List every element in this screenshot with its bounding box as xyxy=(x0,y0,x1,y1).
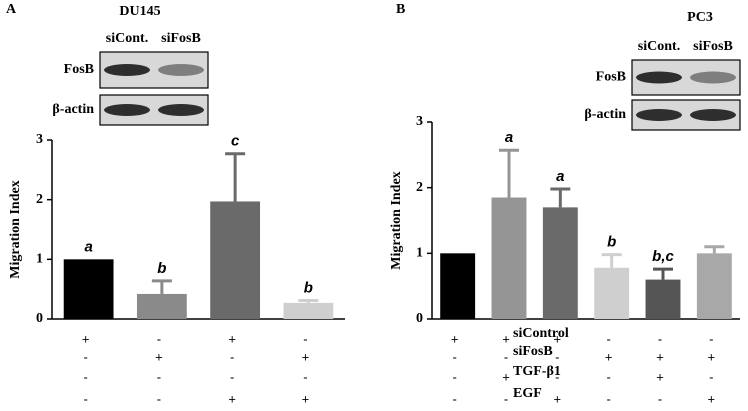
treatment-sign: - xyxy=(709,369,713,384)
blot-band xyxy=(104,64,150,76)
treatment-sign: - xyxy=(230,349,234,364)
treatment-sign: + xyxy=(228,391,236,406)
panel-label: A xyxy=(6,2,17,17)
bar xyxy=(696,253,732,319)
bar xyxy=(136,293,187,319)
y-tick-label: 0 xyxy=(36,311,43,326)
treatment-sign: - xyxy=(555,349,559,364)
significance-label: a xyxy=(505,129,513,146)
treatment-sign: + xyxy=(554,331,562,346)
treatment-sign: - xyxy=(83,391,87,406)
panel-label: B xyxy=(396,2,405,17)
chart-title: PC3 xyxy=(687,10,713,25)
treatment-label: TGF-β1 xyxy=(513,364,561,379)
blot-row-label: FosB xyxy=(596,70,626,85)
significance-label: b xyxy=(157,260,166,277)
bar xyxy=(440,253,476,319)
blot-band xyxy=(158,64,204,76)
treatment-sign: - xyxy=(606,391,610,406)
y-tick-label: 1 xyxy=(416,246,423,261)
treatment-sign: - xyxy=(303,369,307,384)
blot-column-label: siFosB xyxy=(693,39,733,54)
treatment-sign: + xyxy=(554,391,562,406)
treatment-sign: - xyxy=(658,331,662,346)
treatment-sign: + xyxy=(708,349,716,364)
bar xyxy=(283,302,334,319)
treatment-sign: - xyxy=(452,349,456,364)
blot-row-label: β-actin xyxy=(52,102,94,117)
treatment-sign: + xyxy=(155,349,163,364)
treatment-sign: - xyxy=(452,369,456,384)
blot-column-label: siCont. xyxy=(638,39,680,54)
treatment-sign: - xyxy=(504,349,508,364)
treatment-sign: - xyxy=(504,391,508,406)
treatment-sign: + xyxy=(708,391,716,406)
treatment-sign: + xyxy=(302,349,310,364)
bar xyxy=(63,259,114,319)
blot-band xyxy=(158,104,204,116)
bar xyxy=(645,279,681,319)
treatment-sign: + xyxy=(605,349,613,364)
treatment-sign: + xyxy=(302,391,310,406)
treatment-sign: - xyxy=(555,369,559,384)
treatment-sign: + xyxy=(228,331,236,346)
y-tick-label: 3 xyxy=(416,114,423,129)
significance-label: a xyxy=(84,238,92,255)
y-axis-label: Migration Index xyxy=(389,171,404,269)
blot-row-label: FosB xyxy=(64,62,94,77)
bar xyxy=(542,207,578,319)
treatment-label: siControl xyxy=(513,326,569,341)
treatment-label: EGF xyxy=(513,386,542,401)
blot-band xyxy=(636,71,682,84)
blot-band xyxy=(690,71,736,84)
bar xyxy=(594,267,630,319)
significance-label: b xyxy=(304,279,313,296)
significance-label: a xyxy=(556,168,564,185)
y-axis-label: Migration Index xyxy=(8,180,23,278)
chart-title: DU145 xyxy=(119,4,160,19)
y-tick-label: 0 xyxy=(416,311,423,326)
y-tick-label: 2 xyxy=(416,180,423,195)
treatment-sign: + xyxy=(656,369,664,384)
significance-label: c xyxy=(231,133,240,150)
treatment-sign: - xyxy=(157,391,161,406)
treatment-sign: - xyxy=(452,391,456,406)
significance-label: b xyxy=(607,234,616,251)
blot-band xyxy=(636,109,682,121)
treatment-sign: - xyxy=(157,369,161,384)
treatment-sign: - xyxy=(658,391,662,406)
blot-band xyxy=(104,104,150,116)
treatment-sign: + xyxy=(502,331,510,346)
blot-row-label: β-actin xyxy=(584,107,626,122)
bar xyxy=(210,201,261,319)
blot-column-label: siFosB xyxy=(161,31,201,46)
y-tick-label: 1 xyxy=(36,252,43,267)
y-tick-label: 2 xyxy=(36,192,43,207)
significance-label: b,c xyxy=(652,248,674,265)
treatment-sign: - xyxy=(83,349,87,364)
treatment-sign: - xyxy=(83,369,87,384)
treatment-sign: + xyxy=(82,331,90,346)
treatment-sign: - xyxy=(709,331,713,346)
treatment-sign: - xyxy=(230,369,234,384)
treatment-label: siFosB xyxy=(513,344,553,359)
bar xyxy=(491,197,527,319)
blot-column-label: siCont. xyxy=(106,31,148,46)
treatment-sign: - xyxy=(157,331,161,346)
treatment-sign: - xyxy=(606,331,610,346)
treatment-sign: - xyxy=(303,331,307,346)
treatment-sign: + xyxy=(502,369,510,384)
treatment-sign: + xyxy=(451,331,459,346)
blot-band xyxy=(690,109,736,121)
treatment-sign: - xyxy=(606,369,610,384)
treatment-sign: + xyxy=(656,349,664,364)
y-tick-label: 3 xyxy=(36,132,43,147)
